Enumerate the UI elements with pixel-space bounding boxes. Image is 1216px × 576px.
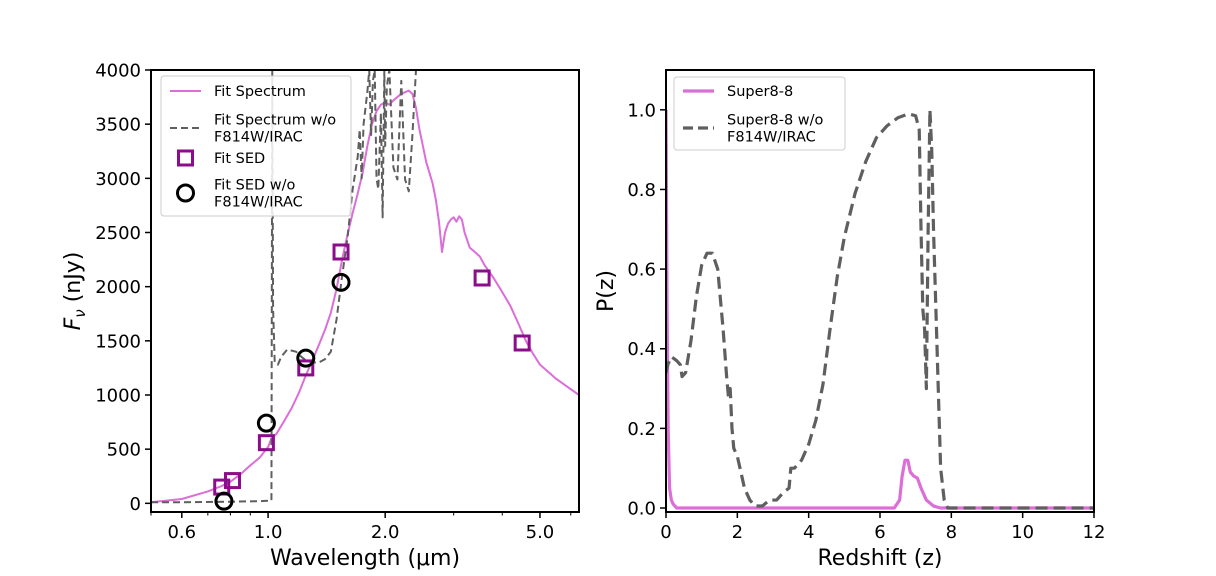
legend-label: F814W/IRAC — [727, 130, 816, 146]
x-tick-label: 0.6 — [167, 522, 196, 543]
y-tick-label: 0.0 — [627, 499, 656, 520]
legend-label: Super8-8 w/o — [727, 113, 824, 129]
plot-area — [666, 108, 1094, 510]
y-tick-label: 3000 — [95, 169, 141, 190]
legend-label: Fit SED w/o — [214, 178, 295, 194]
legend-label: Fit Spectrum w/o — [214, 113, 336, 129]
legend-box — [160, 75, 352, 217]
x-tick-label: 4 — [803, 522, 814, 543]
x-tick-label: 0 — [660, 522, 671, 543]
legend-label: F814W/IRAC — [214, 130, 303, 146]
y-tick-label: 0.2 — [627, 419, 656, 440]
x-tick-label: 8 — [946, 522, 957, 543]
series-line-super8-8-w-o-f814w-irac — [666, 108, 1094, 510]
x-tick-label: 1.0 — [254, 522, 283, 543]
y-tick-label: 1000 — [95, 386, 141, 407]
legend-label: Fit SED — [214, 151, 265, 167]
legend-label: F814W/IRAC — [214, 195, 303, 211]
sed-point — [332, 243, 350, 261]
y-tick-label: 2500 — [95, 223, 141, 244]
y-tick-label: 500 — [107, 440, 141, 461]
y-tick-label: 2000 — [95, 277, 141, 298]
redshift-panel: 0 2 4 6 8 10 12 0.0 0.2 0.4 0.6 0.8 1.0 Redshift (z) P… — [594, 69, 1106, 571]
y-tick-label: 0.8 — [627, 180, 656, 201]
y-tick-label: 4000 — [95, 61, 141, 82]
sed-point — [223, 472, 241, 490]
sed-point — [297, 359, 315, 377]
x-tick-label: 2.0 — [371, 522, 400, 543]
y-tick-label: 0 — [130, 494, 141, 515]
legend-handle — [177, 149, 194, 167]
x-tick-label: 2 — [732, 522, 743, 543]
y-axis-label: Fν (nJy) — [61, 252, 89, 331]
sed-panel: 0.6 1.0 2.0 5.0 0 500 1000 1500 2000 2500 3000 3500… — [61, 61, 580, 571]
sed-point — [473, 269, 491, 287]
plot-area — [151, 70, 579, 504]
legend-label: Fit Spectrum — [214, 84, 306, 100]
x-axis-label: Redshift (z) — [817, 546, 942, 571]
x-tick-label: 6 — [874, 522, 885, 543]
y-tick-label: 1500 — [95, 331, 141, 352]
series-line-super8-8 — [666, 109, 1094, 510]
legend-handle — [176, 183, 195, 203]
sed-point — [513, 334, 531, 352]
sed-point — [257, 434, 275, 452]
sed-point-alt — [296, 348, 316, 368]
x-tick-label: 12 — [1083, 522, 1106, 543]
x-tick-label: 10 — [1011, 522, 1034, 543]
y-tick-label: 0.6 — [627, 260, 656, 281]
y-tick-label: 1.0 — [627, 100, 656, 121]
sed-point-alt — [214, 491, 234, 511]
sed-point-alt — [256, 413, 276, 433]
y-tick-label: 3500 — [95, 115, 141, 136]
legend-label: Super8-8 — [727, 84, 793, 100]
legend-box — [673, 76, 846, 151]
sed-point-alt — [331, 272, 351, 292]
x-tick-label: 5.0 — [526, 522, 555, 543]
y-tick-label: 0.4 — [627, 339, 656, 360]
series-line-fit-spectrum-w-o-f814w-irac — [151, 70, 417, 504]
x-axis-label: Wavelength (μm) — [270, 546, 460, 571]
y-axis-label: P(z) — [594, 270, 619, 312]
axes-frame — [150, 69, 580, 513]
